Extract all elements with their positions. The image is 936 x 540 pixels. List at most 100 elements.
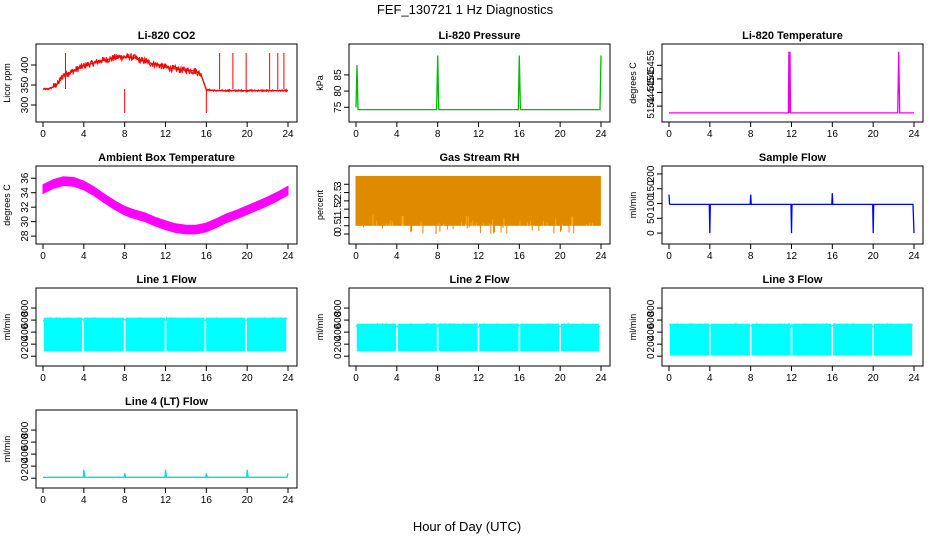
y-axis-label: degrees C (628, 62, 638, 104)
x-tick-label: 8 (748, 373, 754, 384)
plot-frame (35, 287, 298, 367)
y-tick-label: 32 (20, 201, 31, 213)
panel-1: Li-820 Pressure kPa 0 4 8 12 16 20 24 75 80 85 (315, 30, 611, 140)
x-tick-label: 12 (160, 129, 172, 140)
x-tick-label: 20 (868, 251, 880, 262)
x-tick-label: 8 (748, 129, 754, 140)
y-axis-label: ml/min (628, 192, 638, 219)
x-tick-label: 24 (595, 373, 607, 384)
y-tick-label: 150 (646, 180, 657, 197)
series (668, 193, 915, 234)
y-tick-label: 0.5 (333, 218, 344, 232)
panel-title: Sample Flow (759, 152, 827, 164)
x-tick-label: 0 (666, 373, 672, 384)
x-tick-label: 16 (827, 129, 839, 140)
x-tick-label: 20 (555, 373, 567, 384)
x-tick-label: 12 (786, 251, 798, 262)
y-tick-label: 100 (646, 195, 657, 212)
y-tick-label: 600 (646, 311, 657, 328)
plot-frame (661, 287, 924, 367)
y-tick-label: 400 (333, 323, 344, 340)
x-tick-label: 20 (868, 129, 880, 140)
x-tick-label: 24 (595, 251, 607, 262)
x-tick-label: 4 (707, 129, 713, 140)
y-tick-label: 600 (20, 433, 31, 450)
x-tick-label: 16 (201, 251, 213, 262)
series-noise (42, 53, 288, 94)
x-tick-label: 4 (81, 373, 87, 384)
x-tick-label: 12 (160, 373, 172, 384)
panel-title: Line 4 (LT) Flow (125, 396, 208, 408)
x-tick-label: 20 (242, 129, 254, 140)
y-tick-label: 200 (646, 165, 657, 182)
y-tick-label: 75 (333, 101, 344, 113)
x-tick-label: 8 (435, 251, 441, 262)
y-tick-label: 400 (646, 323, 657, 340)
x-tick-label: 12 (786, 129, 798, 140)
x-tick-label: 12 (473, 373, 485, 384)
flow-edge (668, 322, 914, 329)
y-tick-label: 0 (333, 231, 344, 237)
panel-3: Ambient Box Temperature degrees C 0 4 8 12 16 2… (2, 152, 298, 262)
flow-block (710, 323, 750, 356)
plot-frame (348, 43, 611, 123)
x-tick-label: 16 (514, 373, 526, 384)
x-tick-label: 12 (160, 251, 172, 262)
series (355, 175, 601, 234)
x-tick-label: 24 (908, 373, 920, 384)
x-tick-label: 0 (666, 251, 672, 262)
flow-block (397, 323, 437, 352)
y-tick-label: 200 (20, 457, 31, 474)
series (42, 176, 289, 235)
plot-frame (348, 287, 611, 367)
x-tick-label: 16 (514, 129, 526, 140)
flow-block (669, 323, 710, 356)
x-tick-label: 16 (201, 495, 213, 506)
flow-block (356, 323, 397, 352)
series (668, 322, 914, 356)
y-tick-label: 0 (20, 475, 31, 481)
series-line (355, 55, 602, 111)
y-tick-label: 400 (20, 323, 31, 340)
x-tick-label: 4 (394, 129, 400, 140)
series (42, 316, 288, 352)
x-tick-label: 20 (868, 373, 880, 384)
figure-xlabel: Hour of Day (UTC) (413, 519, 521, 534)
x-tick-label: 8 (122, 373, 128, 384)
y-tick-label: 0 (646, 230, 657, 236)
y-tick-label: 30 (20, 216, 31, 228)
panel-0: Li-820 CO2 Licor ppm 0 4 8 12 16 20 24 300 350 400 (2, 30, 298, 140)
y-tick-label: 85 (333, 69, 344, 81)
x-tick-label: 20 (555, 251, 567, 262)
plot-frame (35, 43, 298, 123)
y-axis-label: percent (315, 189, 325, 220)
series-band (42, 176, 289, 235)
y-tick-label: 200 (20, 335, 31, 352)
flow-block (438, 323, 478, 352)
panel-title: Li-820 CO2 (138, 30, 195, 42)
x-tick-label: 8 (748, 251, 754, 262)
x-tick-label: 0 (353, 373, 359, 384)
y-tick-label: 50 (646, 212, 657, 224)
flow-block (560, 323, 600, 352)
x-tick-label: 20 (242, 495, 254, 506)
flow-block (520, 323, 560, 352)
y-tick-label: 51.445 (646, 77, 657, 108)
y-tick-label: 80 (333, 85, 344, 97)
x-tick-label: 24 (908, 129, 920, 140)
flow-block (833, 323, 873, 356)
y-tick-label: 36 (20, 172, 31, 184)
x-tick-label: 24 (282, 373, 294, 384)
y-tick-label: 400 (20, 56, 31, 73)
x-tick-label: 24 (282, 251, 294, 262)
panel-title: Ambient Box Temperature (98, 152, 235, 164)
flow-block (751, 323, 791, 356)
plot-frame (661, 165, 924, 245)
plot-frame (348, 165, 611, 245)
series-line (668, 193, 915, 234)
x-tick-label: 0 (40, 251, 46, 262)
